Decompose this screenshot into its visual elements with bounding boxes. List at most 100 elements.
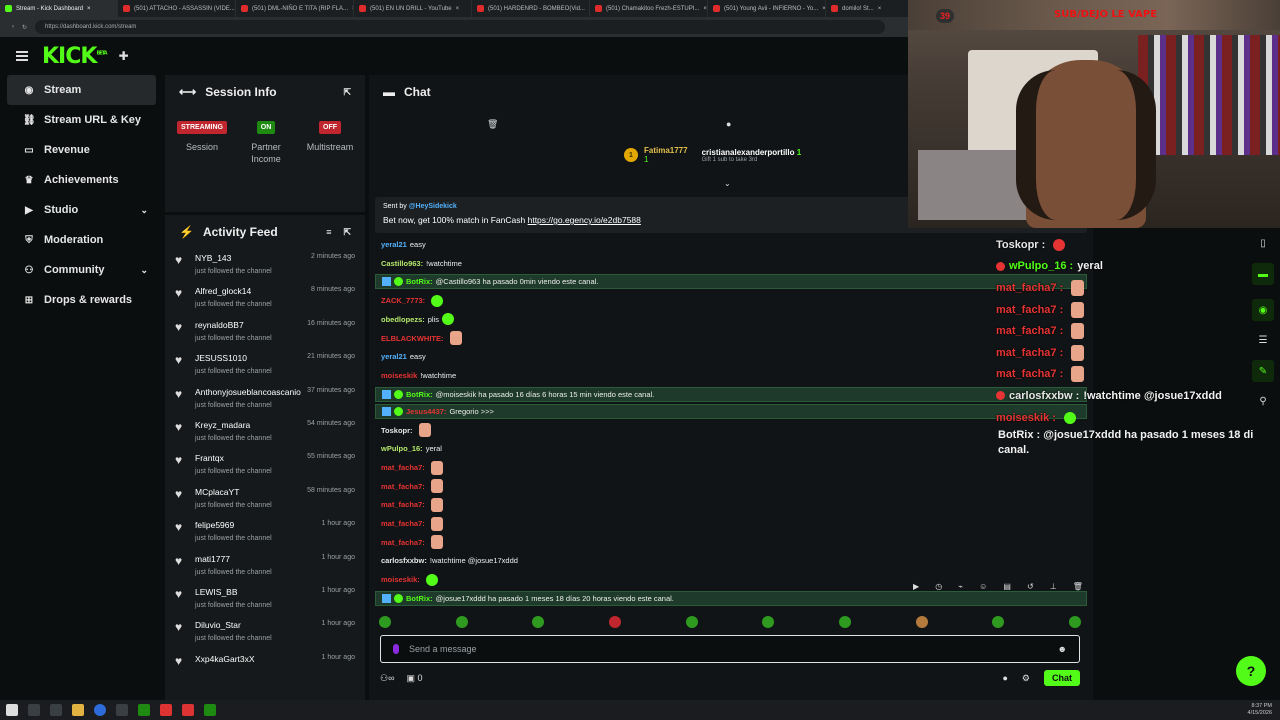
collapse-icon[interactable]: ⌄ bbox=[724, 179, 731, 188]
close-tab-icon[interactable]: × bbox=[877, 5, 882, 12]
chat-username[interactable]: mat_facha7: bbox=[381, 537, 425, 547]
chevron-down-icon[interactable]: ⌄ bbox=[140, 264, 148, 275]
chat-username[interactable]: mat_facha7: bbox=[381, 463, 425, 473]
app-icon[interactable] bbox=[182, 704, 194, 716]
follower-name[interactable]: Frantqx bbox=[195, 453, 224, 464]
trash-icon[interactable]: 🗑 bbox=[487, 119, 499, 129]
emote-icon[interactable] bbox=[992, 616, 1005, 628]
browser-tab[interactable]: (501) DML-NIÑO E TITA (RIP FLA...× bbox=[236, 0, 354, 17]
delete-icon[interactable]: 🗑 bbox=[1072, 582, 1083, 591]
browser-tab[interactable]: (501) Chamakitoo Frezh-ESTUPI... × bbox=[590, 0, 708, 17]
status-badge[interactable]: OFF bbox=[319, 121, 341, 134]
sidebar-item-drops-rewards[interactable]: ⊞ Drops & rewards bbox=[7, 285, 156, 315]
mic-icon[interactable] bbox=[393, 644, 399, 654]
close-tab-icon[interactable]: × bbox=[87, 5, 91, 12]
browser-tab[interactable]: (501) Young Avii - INFIERNO - Yo... × bbox=[708, 0, 826, 17]
app-icon[interactable] bbox=[160, 704, 172, 716]
follower-name[interactable]: Kreyz_madara bbox=[195, 419, 251, 430]
emote-icon[interactable] bbox=[532, 616, 545, 628]
menu-icon[interactable] bbox=[16, 51, 28, 61]
follower-name[interactable]: JESUSS1010 bbox=[195, 353, 247, 364]
close-tab-icon[interactable]: × bbox=[703, 5, 707, 12]
follower-name[interactable]: Diluvio_Star bbox=[195, 620, 241, 631]
search-icon[interactable] bbox=[28, 704, 40, 716]
sidebar-item-studio[interactable]: ▶ Studio ⌄ bbox=[7, 195, 156, 225]
emote-icon[interactable] bbox=[685, 616, 698, 628]
follower-name[interactable]: LEWIS_BB bbox=[195, 586, 238, 597]
chat-toggle-icon[interactable]: ▬ bbox=[1252, 263, 1274, 285]
explorer-icon[interactable] bbox=[72, 704, 84, 716]
sidebar-item-stream-url-key[interactable]: ⛓ Stream URL & Key bbox=[7, 105, 156, 135]
close-tab-icon[interactable]: × bbox=[589, 6, 590, 12]
emote-icon[interactable] bbox=[838, 616, 851, 628]
browser-tab[interactable]: (501) EN UN DRILL - YouTube × bbox=[354, 0, 472, 17]
popout-icon[interactable]: ⇱ bbox=[343, 86, 351, 97]
chat-username[interactable]: mat_facha7: bbox=[381, 519, 425, 529]
chrome-icon[interactable] bbox=[94, 704, 106, 716]
top-gifter[interactable]: 1 Fatima1777 1 cristianalexanderportillo… bbox=[624, 146, 801, 164]
chat-username[interactable]: Jesus4437: bbox=[406, 406, 447, 416]
sidebar-item-moderation[interactable]: ⛨ Moderation bbox=[7, 225, 156, 255]
chat-username[interactable]: BotRix: bbox=[406, 277, 433, 287]
chat-username[interactable]: yeral21 bbox=[381, 239, 407, 249]
pin-icon[interactable]: ⊥ bbox=[1049, 582, 1057, 591]
follower-name[interactable]: Alfred_glock14 bbox=[195, 286, 252, 297]
play-icon[interactable]: ▶ bbox=[913, 582, 920, 591]
follower-name[interactable]: Anthonyjosueblancoascanio bbox=[195, 386, 301, 397]
close-tab-icon[interactable]: × bbox=[455, 5, 460, 12]
reload-icon[interactable]: ↻ bbox=[22, 24, 28, 31]
filter-icon[interactable]: ≡ bbox=[326, 226, 332, 237]
spotify-icon[interactable] bbox=[138, 704, 150, 716]
copy-icon[interactable]: ▤ bbox=[1003, 582, 1011, 591]
status-badge[interactable]: STREAMING bbox=[177, 121, 227, 134]
follower-name[interactable]: Xxp4kaGart3xX bbox=[195, 653, 255, 664]
follower-name[interactable]: MCplacaYT bbox=[195, 486, 240, 497]
chat-username[interactable]: BotRix: bbox=[406, 594, 433, 603]
emote-icon[interactable] bbox=[762, 616, 775, 628]
back-icon[interactable]: ‹ bbox=[12, 24, 14, 30]
task-view-icon[interactable] bbox=[50, 704, 62, 716]
sidebar-item-stream[interactable]: ◉ Stream bbox=[7, 75, 156, 105]
chat-username[interactable]: ZACK_7773: bbox=[381, 296, 426, 306]
sidebar-item-revenue[interactable]: ▭ Revenue bbox=[7, 135, 156, 165]
chat-username[interactable]: mat_facha7: bbox=[381, 481, 425, 491]
chat-username[interactable]: mat_facha7: bbox=[381, 500, 425, 510]
chat-username[interactable]: Toskopr: bbox=[381, 425, 413, 435]
browser-tab[interactable]: Stream - Kick Dashboard × bbox=[0, 0, 118, 17]
browser-tab[interactable]: (501) ATTACHO - ASSASSIN (VIDE...× bbox=[118, 0, 236, 17]
chat-username[interactable]: carlosfxxbw: bbox=[381, 556, 427, 566]
send-chat-button[interactable]: Chat bbox=[1044, 670, 1080, 686]
emoji-icon[interactable]: ☻ bbox=[1057, 644, 1067, 654]
doc-icon[interactable]: ▯ bbox=[1260, 238, 1266, 249]
chat-username[interactable]: obedlopezs: bbox=[381, 314, 425, 324]
layers-icon[interactable]: ☰ bbox=[1258, 335, 1268, 346]
sidebar-item-community[interactable]: ⚇ Community ⌄ bbox=[7, 255, 156, 285]
emote-icon[interactable] bbox=[608, 616, 621, 628]
popout-icon[interactable]: ⇱ bbox=[343, 226, 351, 237]
emote-icon[interactable] bbox=[455, 616, 468, 628]
share-icon[interactable]: ⚲ bbox=[1259, 396, 1267, 407]
emote-icon[interactable] bbox=[379, 616, 391, 628]
chevron-down-icon[interactable]: ⌄ bbox=[140, 204, 148, 215]
wrench-icon[interactable]: ✎ bbox=[1252, 360, 1274, 382]
chat-username[interactable]: ELBLACKWHITE: bbox=[381, 333, 444, 343]
chat-username[interactable]: moiseskik bbox=[381, 370, 418, 380]
address-bar[interactable]: https://dashboard.kick.com/stream bbox=[35, 20, 886, 34]
ad-sender[interactable]: @HeySidekick bbox=[408, 203, 457, 210]
help-button[interactable]: ? bbox=[1236, 656, 1266, 686]
emote-icon[interactable] bbox=[915, 616, 928, 628]
follower-name[interactable]: mati1777 bbox=[195, 553, 230, 564]
emote-only-icon[interactable]: ☺ bbox=[979, 582, 988, 591]
points[interactable]: ▣ 0 bbox=[406, 672, 423, 683]
kick-icon[interactable] bbox=[204, 704, 216, 716]
chat-username[interactable]: wPulpo_16: bbox=[381, 444, 423, 454]
gear-icon[interactable]: ⚙ bbox=[1021, 672, 1030, 683]
follower-name[interactable]: reynaldoBB7 bbox=[195, 319, 244, 330]
windows-icon[interactable] bbox=[6, 704, 18, 716]
close-tab-icon[interactable]: × bbox=[352, 6, 353, 12]
broadcast-icon[interactable]: ◉ bbox=[1252, 299, 1274, 321]
clock-icon[interactable]: ◷ bbox=[935, 582, 943, 591]
follower-name[interactable]: felipe5969 bbox=[195, 520, 235, 531]
store-icon[interactable] bbox=[116, 704, 128, 716]
pin-icon[interactable]: ✚ bbox=[118, 49, 129, 63]
